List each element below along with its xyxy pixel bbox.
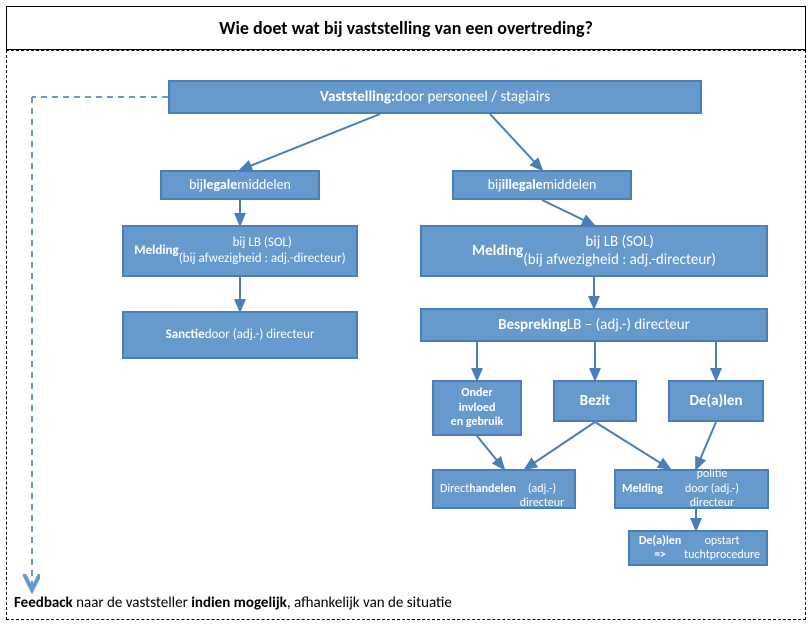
- title-text: Wie doet wat bij vaststelling van een ov…: [219, 17, 593, 39]
- title-bar: Wie doet wat bij vaststelling van een ov…: [6, 6, 806, 50]
- node-dealen: De(a)len: [668, 380, 764, 422]
- node-onderinvloed: Onderinvloeden gebruik: [432, 380, 522, 436]
- node-politie: Melding politiedoor (adj.-) directeur: [614, 469, 769, 509]
- flowchart-page: Wie doet wat bij vaststelling van een ov…: [0, 0, 812, 626]
- node-sanctie: Sanctie door (adj.-) directeur: [122, 311, 358, 359]
- node-legale: bij legale middelen: [160, 170, 320, 200]
- node-tucht: De(a)len => opstarttuchtprocedure: [628, 530, 768, 566]
- node-vaststelling: Vaststelling: door personeel / stagiairs: [168, 80, 702, 114]
- node-melding_legaal: Melding bij LB (SOL)(bij afwezigheid : a…: [122, 225, 358, 277]
- feedback-text: Feedback naar de vaststeller indien moge…: [14, 594, 452, 612]
- node-handelen: Direct handelen(adj.-) directeur: [432, 469, 576, 509]
- node-bespreking: Bespreking LB – (adj.-) directeur: [420, 308, 768, 342]
- node-illegale: bij illegale middelen: [452, 170, 632, 200]
- node-bezit: Bezit: [553, 380, 637, 422]
- node-melding_illegaal: Melding bij LB (SOL)(bij afwezigheid : a…: [420, 225, 768, 277]
